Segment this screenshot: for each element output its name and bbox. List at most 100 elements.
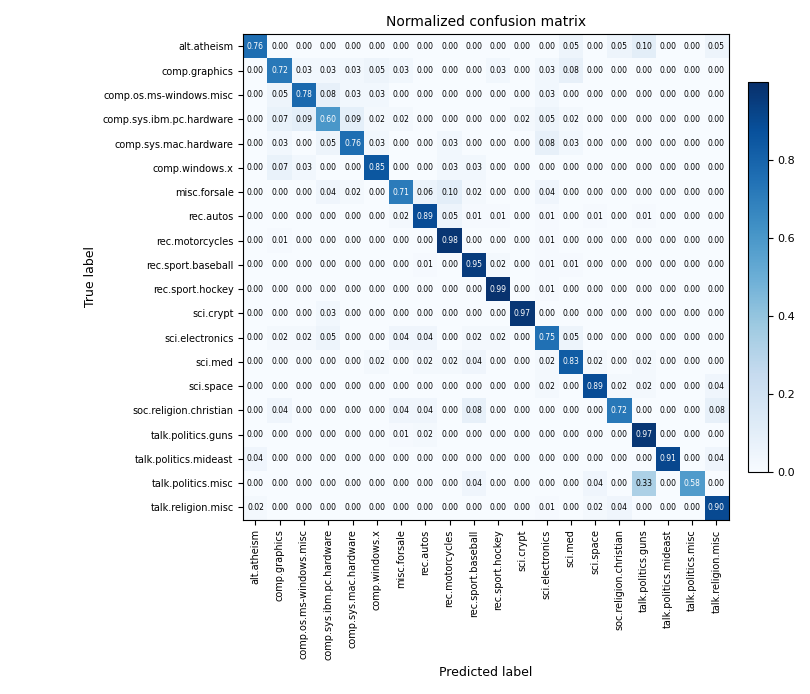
Text: 0.00: 0.00 [489, 236, 506, 245]
Text: 0.00: 0.00 [708, 139, 725, 148]
Text: 0.00: 0.00 [562, 163, 579, 172]
Text: 0.00: 0.00 [369, 236, 386, 245]
Text: 0.00: 0.00 [369, 406, 386, 415]
Text: 0.00: 0.00 [708, 333, 725, 342]
Text: 0.00: 0.00 [271, 455, 288, 464]
Text: 0.00: 0.00 [344, 260, 361, 269]
Text: 0.08: 0.08 [466, 406, 482, 415]
Text: 0.03: 0.03 [344, 90, 361, 99]
Text: 0.83: 0.83 [562, 357, 579, 366]
Text: 0.02: 0.02 [562, 115, 579, 124]
Text: 0.00: 0.00 [708, 479, 725, 488]
Text: 0.02: 0.02 [586, 357, 603, 366]
Text: 0.00: 0.00 [344, 236, 361, 245]
Text: 0.00: 0.00 [465, 430, 482, 439]
Text: 0.00: 0.00 [369, 455, 386, 464]
Text: 0.00: 0.00 [514, 357, 531, 366]
Text: 0.03: 0.03 [489, 66, 506, 75]
Text: 0.00: 0.00 [586, 139, 603, 148]
Text: 0.00: 0.00 [684, 260, 701, 269]
Text: 0.00: 0.00 [320, 455, 337, 464]
Text: 0.00: 0.00 [393, 285, 410, 294]
Text: 0.00: 0.00 [296, 212, 313, 221]
Text: 0.00: 0.00 [271, 357, 288, 366]
Text: 0.03: 0.03 [562, 139, 579, 148]
Text: 0.00: 0.00 [586, 260, 603, 269]
Text: 0.00: 0.00 [369, 479, 386, 488]
Text: 0.00: 0.00 [344, 333, 361, 342]
Text: 0.99: 0.99 [489, 285, 506, 294]
Text: 0.01: 0.01 [538, 236, 555, 245]
Text: 0.00: 0.00 [441, 66, 458, 75]
Text: 0.00: 0.00 [465, 382, 482, 391]
Text: 0.00: 0.00 [465, 115, 482, 124]
Text: 0.76: 0.76 [344, 139, 361, 148]
Text: 0.00: 0.00 [369, 503, 386, 512]
Text: 0.00: 0.00 [320, 430, 337, 439]
Text: 0.04: 0.04 [465, 479, 482, 488]
Text: 0.00: 0.00 [393, 503, 410, 512]
Text: 0.00: 0.00 [296, 503, 313, 512]
Text: 0.00: 0.00 [708, 66, 725, 75]
Text: 0.00: 0.00 [684, 163, 701, 172]
Text: 0.00: 0.00 [586, 309, 603, 318]
Text: 0.00: 0.00 [393, 382, 410, 391]
Text: 0.04: 0.04 [417, 406, 434, 415]
Text: 0.00: 0.00 [489, 479, 506, 488]
Text: 0.02: 0.02 [417, 430, 433, 439]
Text: 0.00: 0.00 [296, 406, 313, 415]
Text: 0.00: 0.00 [441, 115, 458, 124]
Text: 0.02: 0.02 [514, 115, 531, 124]
Text: 0.00: 0.00 [635, 139, 652, 148]
Text: 0.00: 0.00 [562, 90, 579, 99]
Text: 0.03: 0.03 [441, 139, 458, 148]
Text: 0.00: 0.00 [296, 309, 313, 318]
Text: 0.00: 0.00 [489, 357, 506, 366]
Text: 0.00: 0.00 [417, 309, 434, 318]
Text: 0.00: 0.00 [247, 430, 264, 439]
Text: 0.00: 0.00 [465, 139, 482, 148]
Text: 0.00: 0.00 [296, 285, 313, 294]
Text: 0.00: 0.00 [538, 430, 555, 439]
Text: 0.00: 0.00 [247, 382, 264, 391]
Text: 0.00: 0.00 [344, 42, 361, 51]
Text: 0.08: 0.08 [708, 406, 725, 415]
Text: 0.02: 0.02 [247, 503, 264, 512]
Text: 0.00: 0.00 [708, 357, 725, 366]
Text: 0.00: 0.00 [611, 333, 628, 342]
Text: 0.00: 0.00 [659, 406, 676, 415]
Text: 0.00: 0.00 [514, 455, 531, 464]
Text: 0.04: 0.04 [708, 455, 725, 464]
Text: 0.00: 0.00 [247, 309, 264, 318]
Text: 0.00: 0.00 [489, 187, 506, 196]
Text: 0.00: 0.00 [611, 115, 628, 124]
Text: 0.02: 0.02 [611, 382, 628, 391]
Text: 0.04: 0.04 [586, 479, 603, 488]
Text: 0.00: 0.00 [247, 187, 264, 196]
Text: 0.00: 0.00 [489, 309, 506, 318]
Text: 0.00: 0.00 [393, 357, 410, 366]
Text: 0.07: 0.07 [271, 163, 288, 172]
Text: 0.00: 0.00 [465, 90, 482, 99]
Text: 0.00: 0.00 [586, 163, 603, 172]
Text: 0.00: 0.00 [489, 115, 506, 124]
Text: 0.00: 0.00 [393, 479, 410, 488]
Text: 0.00: 0.00 [369, 187, 386, 196]
Text: 0.01: 0.01 [538, 260, 555, 269]
Text: 0.00: 0.00 [271, 479, 288, 488]
Text: 0.00: 0.00 [562, 309, 579, 318]
Text: 0.00: 0.00 [684, 430, 701, 439]
Text: 0.00: 0.00 [417, 236, 434, 245]
Text: 0.00: 0.00 [393, 90, 410, 99]
Text: 0.00: 0.00 [562, 285, 579, 294]
Text: 0.00: 0.00 [271, 430, 288, 439]
Text: 0.00: 0.00 [441, 260, 458, 269]
Text: 0.00: 0.00 [611, 163, 628, 172]
Text: 0.76: 0.76 [247, 42, 264, 51]
Text: 0.00: 0.00 [344, 357, 361, 366]
Text: 0.02: 0.02 [466, 333, 482, 342]
Text: 0.00: 0.00 [417, 455, 434, 464]
Text: 0.00: 0.00 [465, 503, 482, 512]
Text: 0.00: 0.00 [538, 163, 555, 172]
Text: 0.01: 0.01 [538, 212, 555, 221]
